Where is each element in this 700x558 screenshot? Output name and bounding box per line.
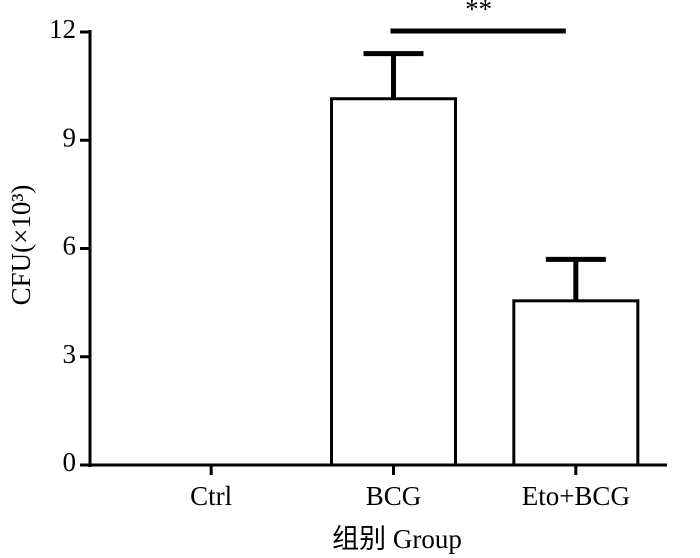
- x-axis-label: 组别 Group: [332, 524, 462, 554]
- y-tick-label: 0: [63, 447, 77, 477]
- bar: [330, 97, 457, 467]
- error-bar: [545, 256, 606, 301]
- bar: [512, 299, 640, 467]
- y-tick-label: 6: [63, 231, 77, 261]
- y-tick-label: 3: [63, 339, 77, 369]
- y-tick-label: 9: [63, 122, 77, 152]
- error-bar: [363, 51, 424, 99]
- y-tick-label: 12: [49, 14, 76, 44]
- significance-label: **: [465, 0, 492, 24]
- x-tick-label: Eto+BCG: [522, 481, 630, 511]
- y-axis-label: CFU(×10³): [6, 185, 36, 306]
- x-tick-label: BCG: [366, 481, 422, 511]
- x-tick-label: Ctrl: [190, 481, 232, 511]
